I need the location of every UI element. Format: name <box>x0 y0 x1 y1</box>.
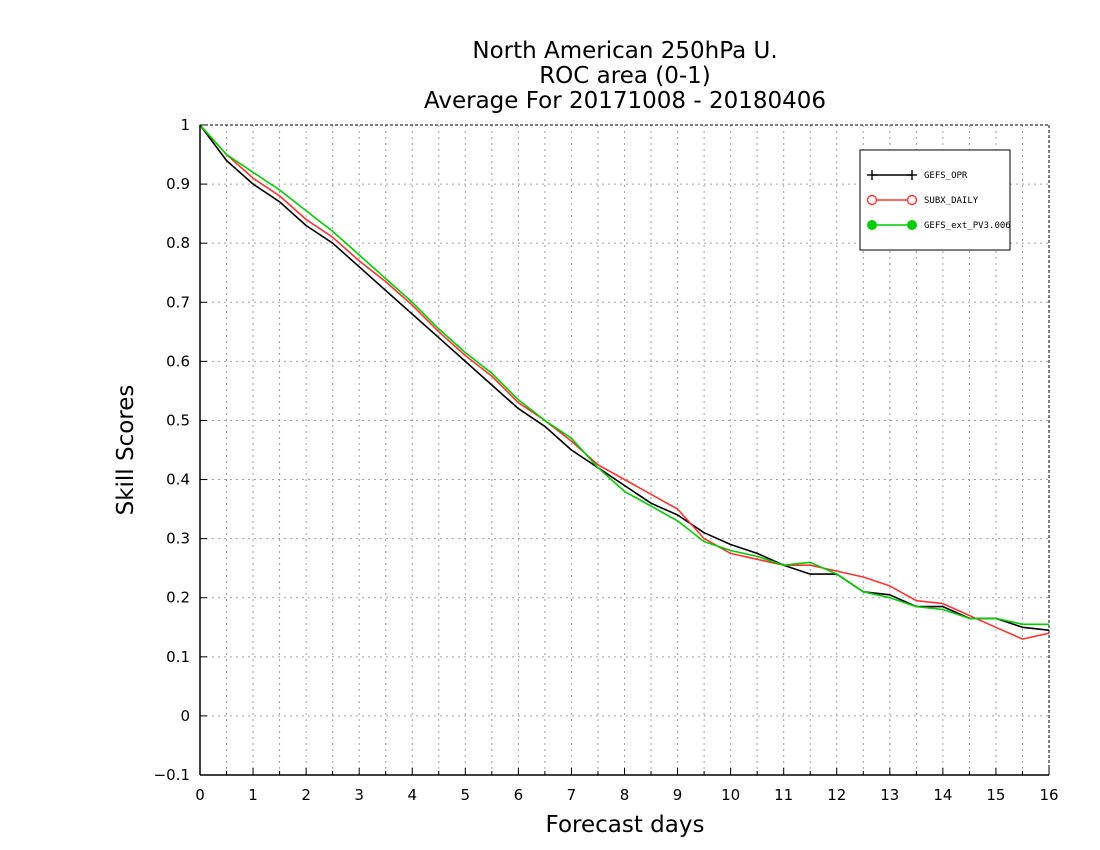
legend-marker-dot <box>867 220 877 230</box>
series-lines <box>199 124 1050 640</box>
y-tick-label: 0.9 <box>166 175 190 193</box>
x-tick-label: 1 <box>248 786 258 804</box>
y-tick-label: 0.7 <box>166 293 190 311</box>
x-tick-label: 4 <box>407 786 417 804</box>
series-line-subx-daily <box>199 124 1050 640</box>
x-tick-label: 16 <box>1039 786 1058 804</box>
title-line-3: Average For 20171008 - 20180406 <box>424 88 826 114</box>
title-line-2: ROC area (0-1) <box>539 63 711 89</box>
legend-label-gefs-ext-pv3-006: GEFS_ext_PV3.006 <box>924 221 1011 231</box>
x-tick-label: 11 <box>774 786 793 804</box>
legend-label-subx-daily: SUBX_DAILY <box>924 196 979 206</box>
x-tick-label: 13 <box>880 786 899 804</box>
series-line-gefs-opr <box>199 124 1050 631</box>
y-tick-label: 1 <box>180 116 190 134</box>
axes <box>199 124 1050 776</box>
x-tick-labels: 0 1 2 3 4 5 6 7 8 9 10 11 12 13 14 15 16 <box>195 786 1058 804</box>
y-tick-label: 0.5 <box>166 411 190 429</box>
x-tick-label: 6 <box>514 786 524 804</box>
x-tick-label: 9 <box>673 786 683 804</box>
y-tick-label: 0.3 <box>166 530 190 548</box>
y-tick-labels: −0.1 0 0.1 0.2 0.3 0.4 0.5 0.6 0.7 0.8 0.9 1 <box>154 116 190 784</box>
y-tick-label: 0.6 <box>166 352 190 370</box>
x-tick-label: 8 <box>620 786 630 804</box>
y-tick-label: 0 <box>180 707 190 725</box>
legend-label-gefs-opr: GEFS_OPR <box>924 171 968 181</box>
x-tick-label: 14 <box>933 786 952 804</box>
x-tick-label: 15 <box>986 786 1005 804</box>
legend-marker-dot <box>907 220 917 230</box>
x-tick-label: 5 <box>461 786 471 804</box>
y-tick-label: 0.2 <box>166 589 190 607</box>
y-tick-label: 0.8 <box>166 234 190 252</box>
x-tick-label: 10 <box>721 786 740 804</box>
chart-title: North American 250hPa U. ROC area (0-1) … <box>424 38 826 114</box>
y-axis-label: Skill Scores <box>113 385 139 516</box>
x-tick-label: 3 <box>354 786 364 804</box>
title-line-1: North American 250hPa U. <box>472 38 777 64</box>
x-tick-label: 12 <box>827 786 846 804</box>
legend-marker-circle <box>866 194 878 206</box>
y-tick-label: −0.1 <box>154 766 190 784</box>
x-tick-label: 0 <box>195 786 205 804</box>
x-tick-label: 2 <box>301 786 311 804</box>
x-axis-label: Forecast days <box>546 812 705 838</box>
y-tick-label: 0.1 <box>166 648 190 666</box>
legend-marker-circle <box>906 194 918 206</box>
x-tick-label: 7 <box>567 786 577 804</box>
series-line-gefs-ext-pv3-006 <box>199 124 1049 626</box>
legend: GEFS_OPR SUBX_DAILY GEFS_ext_PV3.006 <box>859 149 1011 251</box>
y-tick-label: 0.4 <box>166 471 190 489</box>
